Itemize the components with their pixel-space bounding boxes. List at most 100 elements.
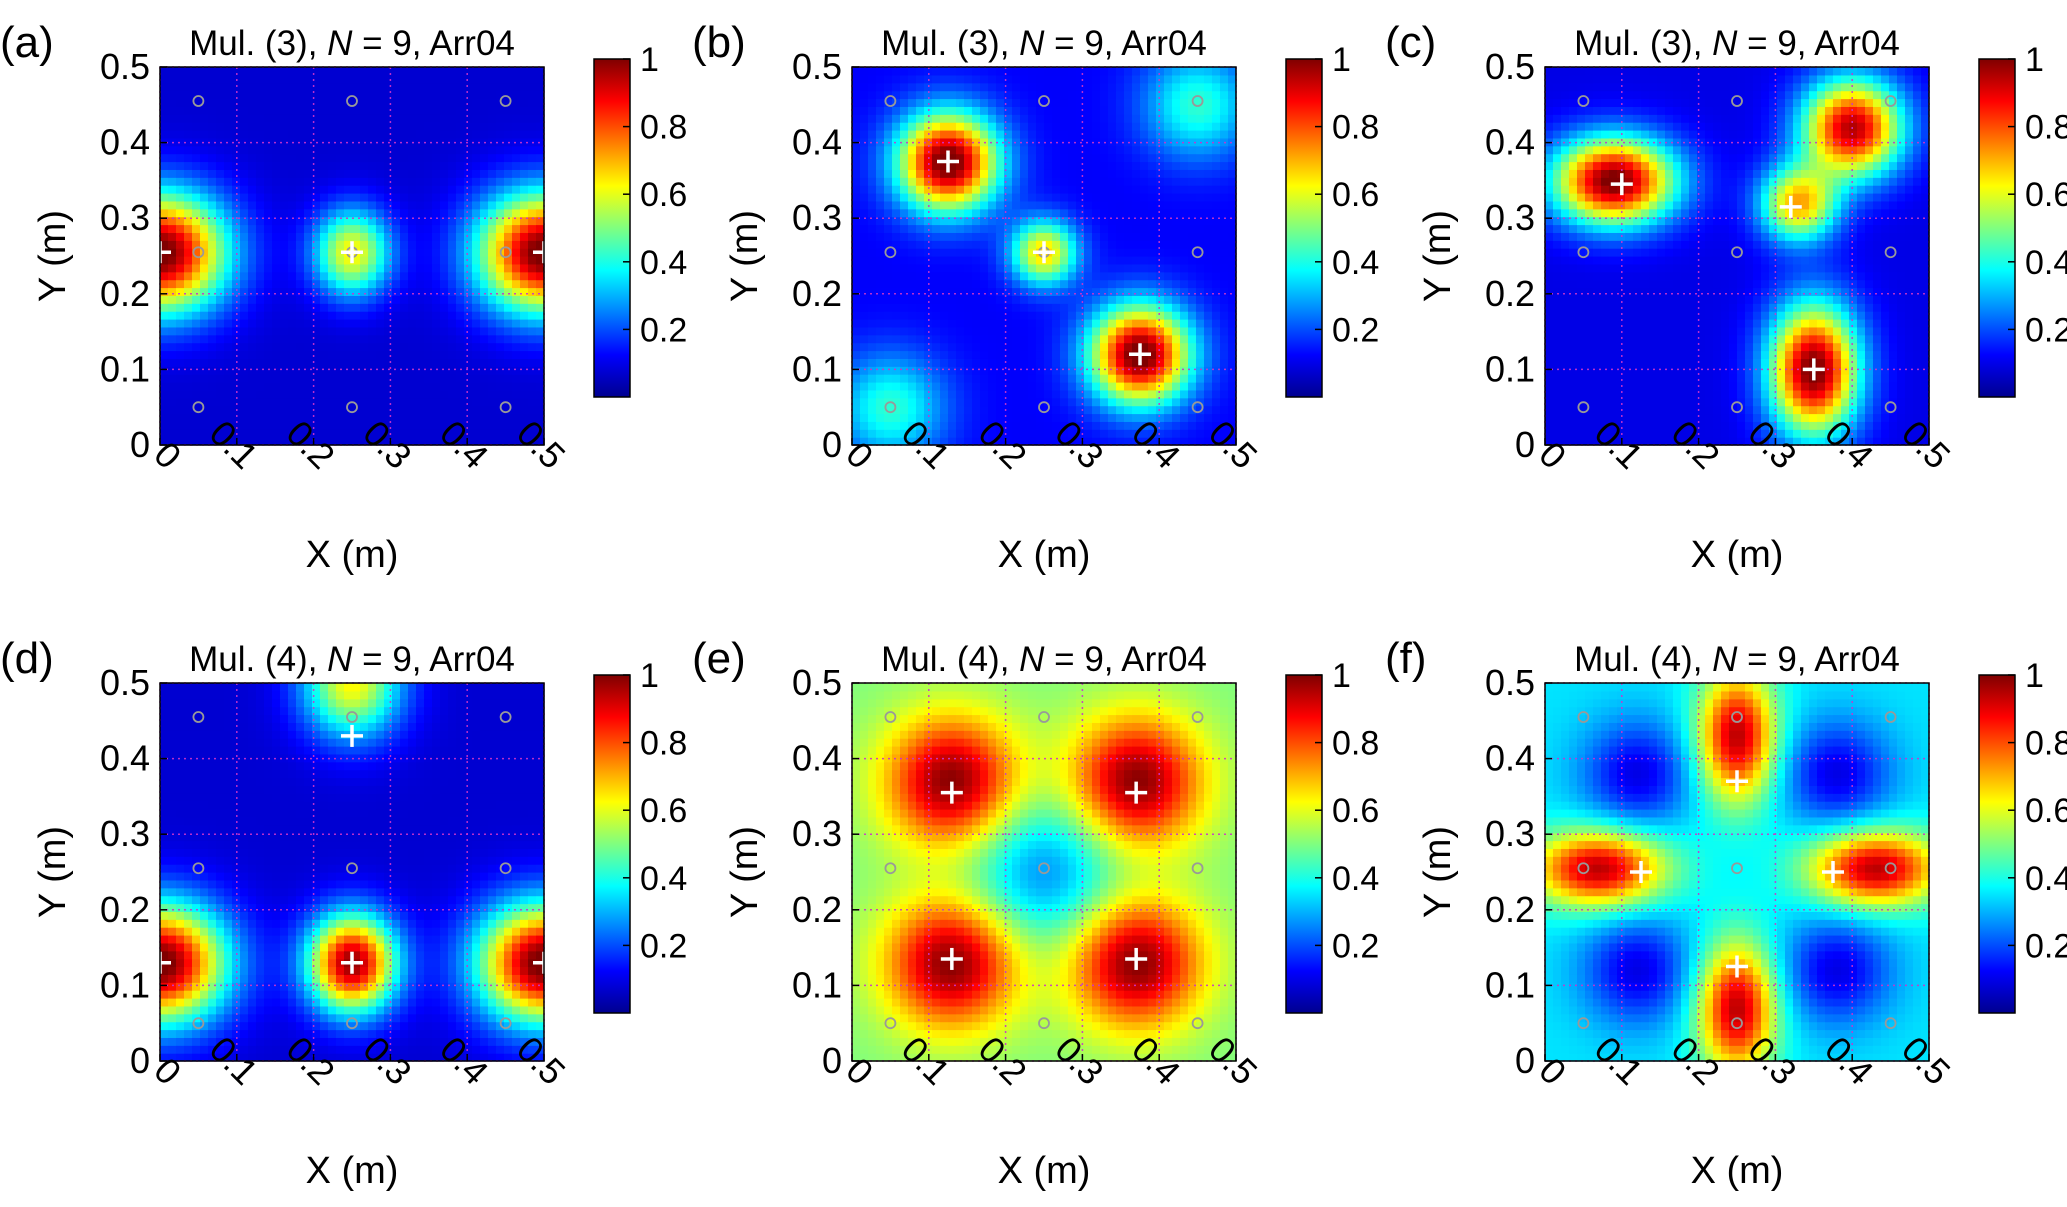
heatmap-cell xyxy=(1228,271,1237,281)
heatmap-cell xyxy=(1012,295,1021,304)
heatmap-cell xyxy=(432,82,441,92)
heatmap-cell xyxy=(1044,130,1053,139)
heatmap-cell xyxy=(1036,303,1045,312)
heatmap-cell xyxy=(1132,98,1141,107)
heatmap-cell xyxy=(1180,421,1189,430)
heatmap-cell xyxy=(876,342,885,352)
heatmap-cell xyxy=(216,240,225,249)
heatmap-cell xyxy=(488,350,497,359)
heatmap-cell xyxy=(464,98,473,107)
heatmap-cell xyxy=(288,153,297,163)
heatmap-cell xyxy=(288,248,297,257)
heatmap-cell xyxy=(956,122,965,131)
heatmap-cell xyxy=(224,437,233,446)
heatmap-cell xyxy=(996,263,1005,273)
heatmap-cell xyxy=(948,437,957,446)
heatmap-cell xyxy=(1012,342,1021,352)
heatmap-cell xyxy=(868,82,877,92)
heatmap-cell xyxy=(964,263,973,273)
heatmap-cell xyxy=(528,200,537,210)
heatmap-cell xyxy=(1228,161,1237,170)
heatmap-cell xyxy=(264,232,273,241)
heatmap-cell xyxy=(368,405,377,415)
heatmap-cell xyxy=(312,263,321,273)
heatmap-cell xyxy=(504,216,513,226)
heatmap-cell xyxy=(1148,240,1157,249)
heatmap-cell xyxy=(352,429,361,438)
heatmap-cell xyxy=(1004,271,1013,281)
heatmap-cell xyxy=(1052,67,1061,76)
heatmap-cell xyxy=(988,208,997,218)
heatmap-cell xyxy=(1204,437,1213,446)
heatmap-cell xyxy=(1545,263,1554,273)
heatmap-cell xyxy=(208,137,217,147)
heatmap-cell xyxy=(1204,106,1213,115)
heatmap-cell xyxy=(996,366,1005,375)
heatmap-cell xyxy=(488,303,497,312)
heatmap-cell xyxy=(472,358,481,367)
heatmap-cell xyxy=(1132,287,1141,296)
heatmap-cell xyxy=(1052,224,1061,233)
heatmap-cell xyxy=(1204,161,1213,170)
heatmap-cell xyxy=(884,185,893,194)
heatmap-cell xyxy=(972,153,981,163)
heatmap-cell xyxy=(1068,216,1077,226)
heatmap-cell xyxy=(392,74,401,84)
heatmap-cell xyxy=(1076,413,1085,422)
heatmap-cell xyxy=(456,177,465,186)
heatmap-cell xyxy=(264,437,273,446)
heatmap-cell xyxy=(1140,232,1149,241)
heatmap-cell xyxy=(908,130,917,139)
heatmap-cell xyxy=(248,224,257,233)
heatmap-cell xyxy=(360,405,369,415)
heatmap-cell xyxy=(448,374,457,383)
heatmap-cell xyxy=(908,193,917,202)
heatmap-cell xyxy=(1172,342,1181,352)
heatmap-cell xyxy=(160,122,169,131)
heatmap-cell xyxy=(1076,437,1085,446)
heatmap-cell xyxy=(980,216,989,226)
heatmap-cell xyxy=(536,413,545,422)
heatmap-cell xyxy=(320,382,329,391)
heatmap-cell xyxy=(964,98,973,107)
heatmap-cell xyxy=(336,161,345,170)
heatmap-cell xyxy=(1068,224,1077,233)
heatmap-cell xyxy=(916,279,925,289)
heatmap-cell xyxy=(384,358,393,367)
heatmap-cell xyxy=(496,90,505,100)
heatmap-cell xyxy=(320,256,329,265)
heatmap-cell xyxy=(368,311,377,320)
heatmap-cell xyxy=(352,382,361,391)
heatmap-cell xyxy=(248,350,257,359)
heatmap-cell xyxy=(344,161,353,170)
heatmap-cell xyxy=(1028,405,1037,415)
heatmap-cell xyxy=(280,287,289,296)
heatmap-cell xyxy=(488,169,497,178)
heatmap-cell xyxy=(1116,74,1125,84)
heatmap-cell xyxy=(312,161,321,170)
heatmap-cell xyxy=(1561,319,1570,328)
heatmap-cell xyxy=(240,232,249,241)
heatmap-cell xyxy=(892,342,901,352)
heatmap-cell xyxy=(360,311,369,320)
heatmap-cell xyxy=(1140,200,1149,210)
heatmap-cell xyxy=(908,98,917,107)
heatmap-cell xyxy=(1577,169,1586,178)
heatmap-cell xyxy=(1004,279,1013,289)
heatmap-cell xyxy=(168,240,177,249)
heatmap-cell xyxy=(240,256,249,265)
heatmap-cell xyxy=(176,185,185,194)
heatmap-cell xyxy=(520,200,529,210)
heatmap-cell xyxy=(456,74,465,84)
heatmap-cell xyxy=(948,350,957,359)
heatmap-cell xyxy=(1220,161,1229,170)
heatmap-cell xyxy=(488,366,497,375)
heatmap-cell xyxy=(168,232,177,241)
heatmap-cell xyxy=(464,161,473,170)
heatmap-cell xyxy=(304,145,313,155)
heatmap-cell xyxy=(200,208,209,218)
heatmap-cell xyxy=(932,437,941,446)
heatmap-cell xyxy=(1060,358,1069,367)
heatmap-cell xyxy=(900,256,909,265)
heatmap-cell xyxy=(248,74,257,84)
